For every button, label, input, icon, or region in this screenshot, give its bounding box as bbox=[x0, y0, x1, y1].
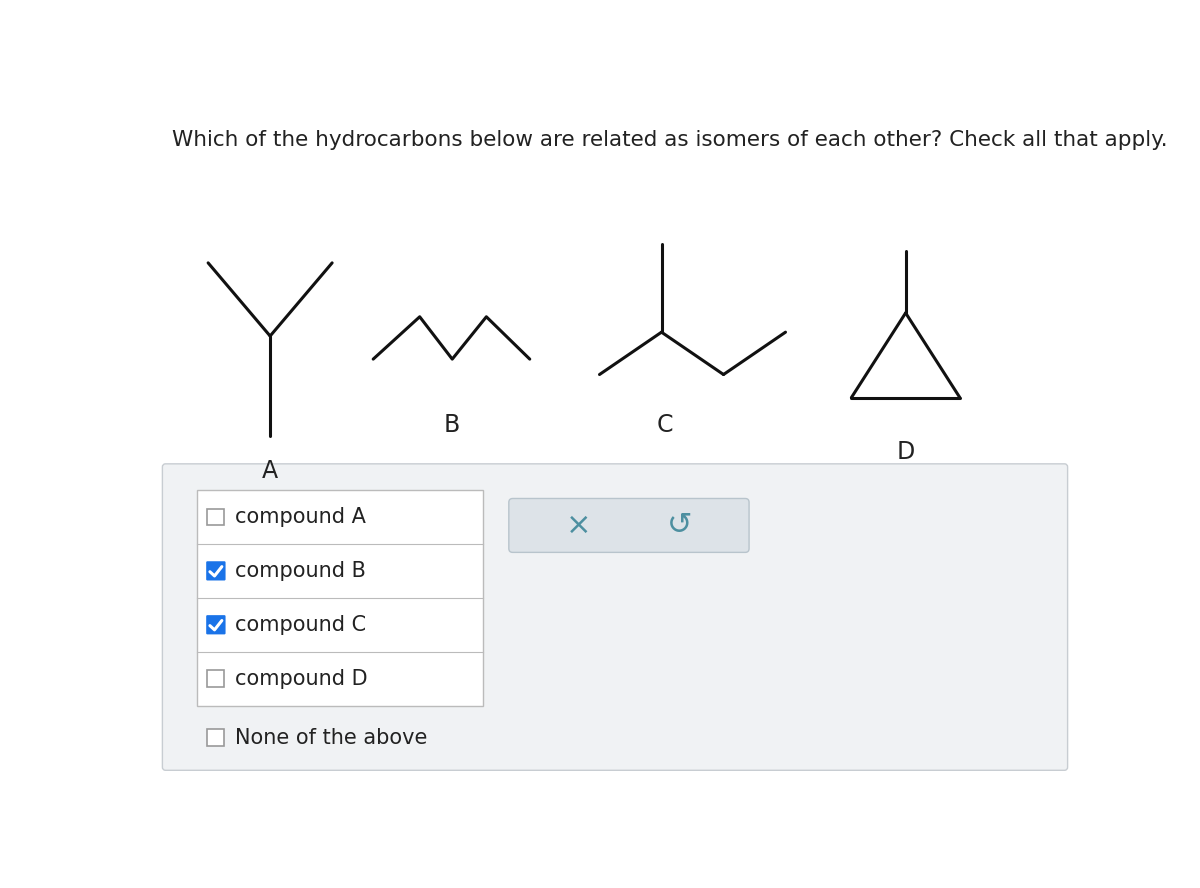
Text: compound C: compound C bbox=[235, 614, 366, 635]
Text: compound D: compound D bbox=[235, 669, 368, 689]
FancyBboxPatch shape bbox=[162, 464, 1068, 770]
FancyBboxPatch shape bbox=[206, 561, 226, 581]
Text: ×: × bbox=[566, 511, 592, 540]
Bar bbox=[208, 509, 224, 526]
Text: A: A bbox=[262, 459, 278, 483]
Text: Which of the hydrocarbons below are related as isomers of each other? Check all : Which of the hydrocarbons below are rela… bbox=[172, 130, 1168, 150]
FancyBboxPatch shape bbox=[206, 615, 226, 634]
Bar bbox=[208, 670, 224, 687]
Bar bbox=[208, 729, 224, 747]
Text: compound A: compound A bbox=[235, 507, 366, 527]
Text: B: B bbox=[444, 413, 461, 437]
Text: C: C bbox=[658, 413, 673, 437]
FancyBboxPatch shape bbox=[509, 498, 749, 552]
Text: ↺: ↺ bbox=[666, 511, 692, 540]
Text: compound B: compound B bbox=[235, 561, 366, 581]
Bar bbox=[197, 490, 484, 706]
Text: D: D bbox=[896, 440, 914, 464]
Text: None of the above: None of the above bbox=[235, 728, 427, 748]
